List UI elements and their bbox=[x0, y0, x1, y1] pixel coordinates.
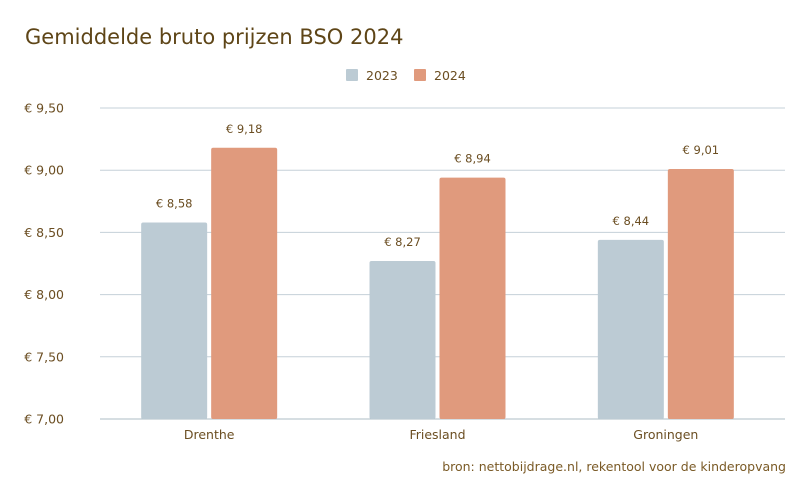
source-note: bron: nettobijdrage.nl, rekentool voor d… bbox=[442, 459, 786, 474]
y-tick-label: € 9,50 bbox=[24, 101, 64, 116]
y-tick-label: € 7,00 bbox=[24, 412, 64, 427]
legend-label-2024: 2024 bbox=[434, 68, 466, 83]
legend-swatch-2024 bbox=[414, 69, 426, 81]
y-tick-label: € 8,00 bbox=[24, 287, 64, 302]
y-tick-label: € 7,50 bbox=[24, 349, 64, 364]
x-tick-label: Friesland bbox=[409, 427, 465, 442]
data-label: € 8,27 bbox=[384, 235, 421, 249]
data-label: € 9,01 bbox=[683, 143, 720, 157]
chart-title: Gemiddelde bruto prijzen BSO 2024 bbox=[25, 25, 404, 49]
data-label: € 8,58 bbox=[156, 196, 193, 210]
x-tick-label: Drenthe bbox=[184, 427, 235, 442]
bar-2024-drenthe bbox=[211, 147, 278, 420]
bar-2024-groningen bbox=[667, 168, 734, 419]
data-label: € 8,44 bbox=[613, 214, 650, 228]
bar-2023-groningen bbox=[597, 239, 664, 419]
x-tick-label: Groningen bbox=[633, 427, 698, 442]
legend-swatch-2023 bbox=[346, 69, 358, 81]
bar-2023-drenthe bbox=[141, 222, 208, 419]
legend-label-2023: 2023 bbox=[366, 68, 398, 83]
data-label: € 8,94 bbox=[454, 152, 491, 166]
bar-2024-friesland bbox=[439, 177, 506, 419]
y-tick-label: € 8,50 bbox=[24, 225, 64, 240]
data-label: € 9,18 bbox=[226, 122, 263, 136]
bar-2023-friesland bbox=[369, 261, 436, 419]
y-tick-label: € 9,00 bbox=[24, 163, 64, 178]
